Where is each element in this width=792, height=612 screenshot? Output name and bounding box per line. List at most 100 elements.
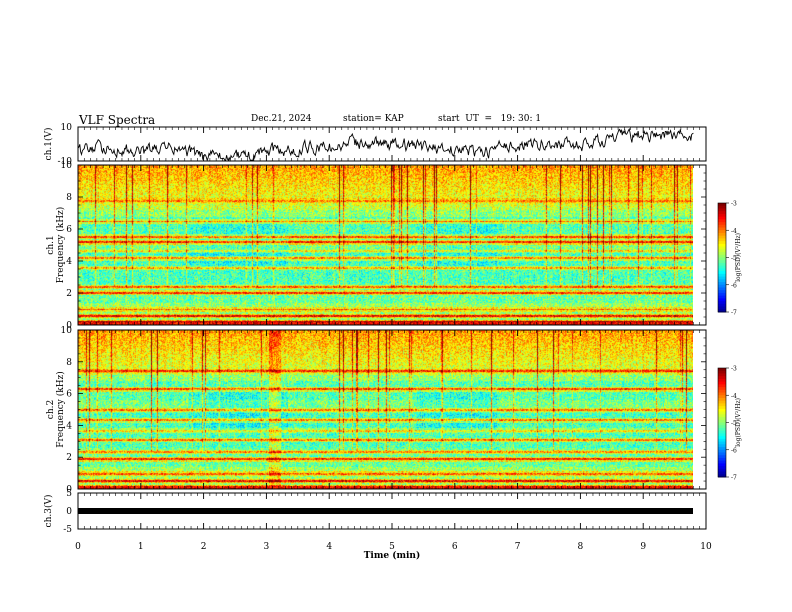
ch3-ylabel: ch.3(V) [43,495,54,528]
ch3-waveform-line [78,508,693,514]
ch1-colorbar-step [718,219,726,223]
ch2-colorbar-step [718,430,726,434]
ch2-colorbar-step [718,384,726,388]
ch1-ylabel: ch.1(V) [43,128,54,161]
ch1-colorbar-step [718,287,726,291]
ch2-colorbar-step [718,403,726,407]
ch2-colorbar-step [718,400,726,404]
x-axis-tick-label: 1 [138,542,144,552]
ch2-colorbar-step [718,392,726,396]
ch1-colorbar-step [718,282,726,286]
figure-station: station= KAP [343,114,404,124]
ch2-colorbar-step [718,471,726,475]
x-axis-tick-label: 4 [326,542,332,552]
ch2-colorbar-step [718,433,726,437]
ch2-colorbar-step [718,474,726,478]
ch2-ytick-label: 4 [66,421,72,431]
ch1-colorbar-tick-label: -6 [731,282,737,289]
ch1-colorbar-step [718,290,726,294]
ch1-colorbar-step [718,292,726,297]
ch2-colorbar-step [718,378,726,383]
ch1-colorbar-step [718,301,726,305]
ch2-colorbar-step [718,408,726,413]
ch2-colorbar-step [718,463,726,467]
ch2-colorbar-tick-label: -4 [731,393,737,400]
ch2-colorbar-step [718,466,726,470]
ch1-colorbar-step [718,216,726,220]
ch1-colorbar-step [718,306,726,310]
ch1-colorbar-step [718,271,726,275]
ch1-ytick-label: 0 [66,321,72,331]
ch2-colorbar-step [718,411,726,415]
ch2-heatmap-image [78,330,693,489]
x-axis-tick-label: 2 [201,542,207,552]
ch2-colorbar-step [718,447,726,451]
ch1-ytick-label: 6 [66,225,72,235]
ch2-colorbar-step [718,373,726,377]
ch1-colorbar-tick-label: -3 [731,201,737,208]
ch1-colorbar-step [718,284,726,288]
ch2-colorbar-step [718,370,726,374]
ch2-ytick-label: 6 [66,390,72,400]
ch2-colorbar-step [718,422,726,426]
ch1-ytick-label: 10 [61,161,73,171]
ch1-colorbar-step [718,232,726,237]
ch1-colorbar-step [718,279,726,283]
ch2-colorbar-step [718,457,726,462]
ch2-colorbar-step [718,436,726,440]
ch2-colorbar-step [718,397,726,402]
ch2-colorbar-step [718,438,726,443]
ch1-ytick-label: 2 [66,289,72,299]
ch1-colorbar-step [718,203,726,207]
ch1-colorbar-step [718,211,726,215]
ch1-colorbar-step [718,235,726,239]
ch2-colorbar-tick-label: -5 [731,420,737,427]
ch2-ytick-label: 8 [66,358,72,368]
ch1-colorbar-step [718,252,726,256]
ch2-colorbar-step [718,460,726,464]
ch1-colorbar-step [718,257,726,261]
ch2-colorbar-step [718,425,726,429]
ch1-colorbar-step [718,268,726,272]
ch2-colorbar-step [718,449,726,453]
ch2-colorbar-step [718,406,726,410]
ch2-colorbar-step [718,444,726,448]
x-axis-label: Time (min) [364,550,421,561]
ch3-ytick-label: 5 [66,489,72,499]
ch1-colorbar-step [718,249,726,253]
ch1-colorbar-tick-label: -7 [731,310,737,317]
x-axis-tick-label: 6 [452,542,458,552]
ch1-colorbar-step [718,224,726,229]
x-axis-tick-label: 0 [75,542,81,552]
ch1-colorbar-step [718,213,726,218]
ch1-colorbar-step [718,295,726,299]
ch1-heatmap-image [78,165,693,325]
ch2-colorbar-step [718,419,726,423]
ch1-ytick-label: 4 [66,257,72,267]
ch1-colorbar-step [718,276,726,280]
ch2-ylabel: ch.2Frequency (kHz) [46,371,66,448]
ch1-colorbar-step [718,265,726,269]
ch1-colorbar-step [718,227,726,231]
ch1-waveform-line [77,127,694,162]
ch1-colorbar-step [718,222,726,226]
figure-date: Dec.21, 2024 [251,114,312,124]
ch1-colorbar-step [718,241,726,245]
ch1-colorbar-step [718,260,726,264]
ch2-colorbar-step [718,414,726,418]
x-axis-tick-label: 10 [700,542,712,552]
ch3-ytick-label: 0 [66,507,72,517]
ch1-colorbar-step [718,243,726,248]
ch3-ytick-label: -5 [63,525,72,535]
ch1-colorbar-step [718,273,726,278]
ch1-colorbar-step [718,303,726,308]
ch1-colorbar-step [718,246,726,250]
ch2-colorbar-step [718,381,726,385]
ch1-ylabel: ch.1Frequency (kHz) [46,207,66,284]
ch2-colorbar-step [718,417,726,421]
ch1-ytick-label: 10 [61,123,73,133]
ch2-colorbar-step [718,468,726,473]
ch2-colorbar-step [718,387,726,391]
x-axis-tick-label: 9 [640,542,646,552]
